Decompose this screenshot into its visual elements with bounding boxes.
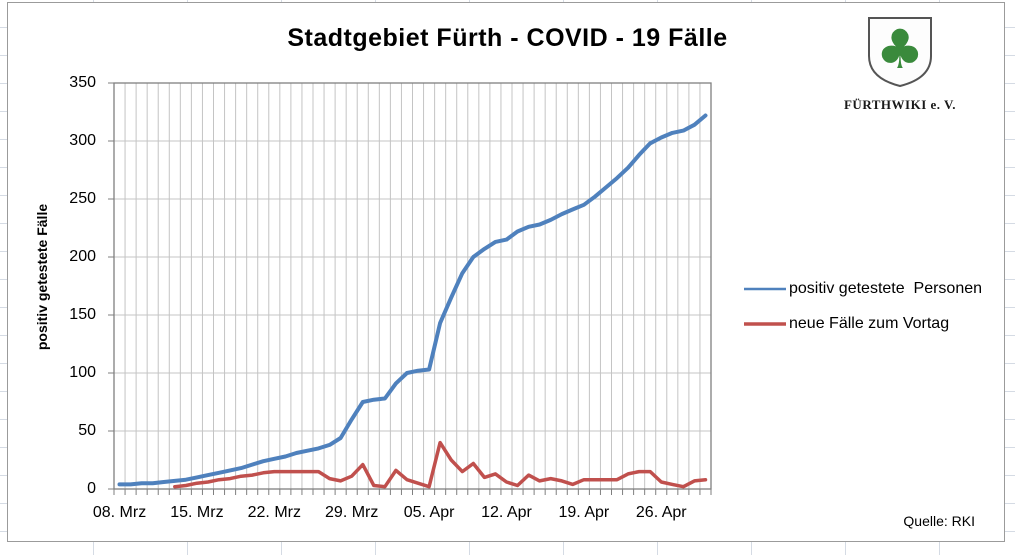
legend: positiv getestete Personen neue Fälle zu… — [744, 271, 982, 341]
fuerthwiki-logo: ♣ FÜRTHWIKI e. V. — [843, 16, 957, 113]
y-tick-label: 100 — [69, 364, 96, 381]
x-tick-label: 19. Apr — [558, 504, 610, 521]
x-tick-label: 26. Apr — [635, 504, 687, 521]
series-line-0 — [117, 113, 708, 487]
x-tick-label: 08. Mrz — [92, 504, 147, 521]
x-tick-label: 29. Mrz — [325, 504, 379, 521]
svg-text:♣: ♣ — [876, 18, 924, 81]
y-tick-label: 350 — [69, 74, 96, 91]
chart-container — [7, 2, 1005, 542]
y-tick-label: 200 — [69, 248, 96, 265]
y-tick-label: 0 — [87, 480, 96, 497]
y-tick-label: 150 — [69, 306, 96, 323]
y-tick-label: 250 — [69, 190, 96, 207]
legend-line-blue-icon — [744, 287, 786, 290]
plot-border — [113, 82, 712, 490]
x-tick-label: 05. Apr — [403, 504, 455, 521]
legend-label-positive: positiv getestete Personen — [789, 279, 983, 297]
legend-item-positive: positiv getestete Personen — [744, 271, 982, 306]
legend-line-red-icon — [744, 321, 786, 326]
y-tick-label: 50 — [78, 422, 96, 439]
y-tick-label: 300 — [69, 132, 96, 149]
legend-label-new-cases: neue Fälle zum Vortag — [789, 314, 950, 332]
x-tick-label: 22. Mrz — [247, 504, 301, 521]
chart-title: Stadtgebiet Fürth - COVID - 19 Fälle — [287, 24, 728, 52]
series-line-1 — [173, 440, 708, 489]
clover-shield-icon: ♣ — [868, 17, 932, 88]
x-tick-label: 15. Mrz — [170, 504, 224, 521]
source-note: Quelle: RKI — [903, 513, 975, 529]
logo-text: FÜRTHWIKI e. V. — [843, 97, 957, 112]
legend-item-new-cases: neue Fälle zum Vortag — [744, 306, 982, 341]
x-tick-label: 12. Apr — [481, 504, 532, 521]
